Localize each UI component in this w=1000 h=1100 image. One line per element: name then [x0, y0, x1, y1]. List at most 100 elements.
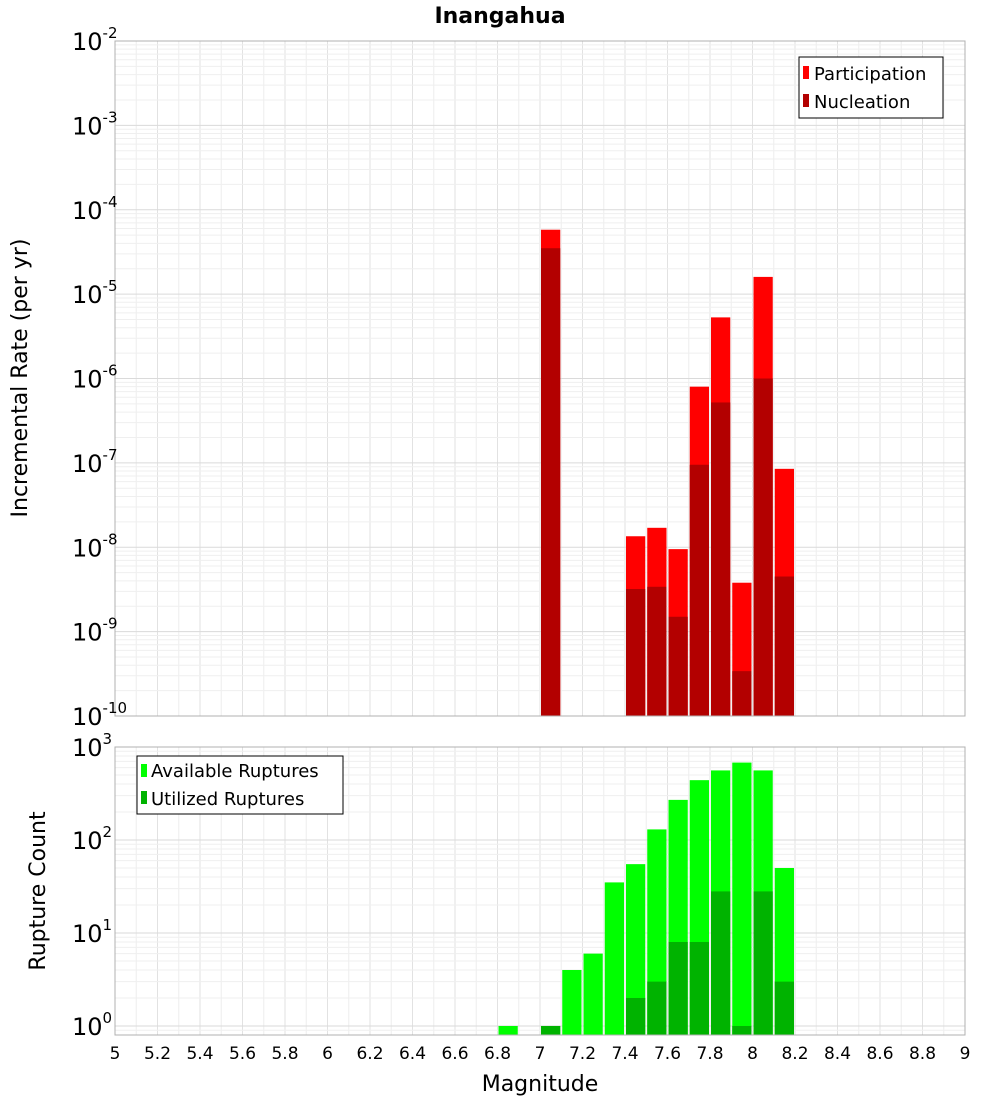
x-tick-label: 7.8 [696, 1044, 723, 1064]
count-bar-utilized-ruptures [774, 981, 794, 1035]
x-tick-label: 6.8 [484, 1044, 511, 1064]
participation-legend-label: Participation [814, 64, 926, 85]
x-tick-label: 7.6 [654, 1044, 681, 1064]
rate-y-tick-label: 10-5 [72, 277, 118, 309]
count-y-tick-exp: 2 [103, 823, 113, 841]
count-y-tick-base: 10 [72, 920, 103, 948]
count-bar-available-ruptures [498, 1025, 518, 1035]
count-y-tick-exp: 0 [103, 1009, 113, 1027]
rate-legend: Participation Nucleation [798, 56, 944, 119]
rate-y-tick-label: 10-8 [72, 530, 118, 562]
count-bar-available-ruptures [562, 969, 582, 1035]
count-y-axis-title: Rupture Count [26, 811, 51, 971]
rate-bar-nucleation [647, 586, 667, 716]
rate-y-tick-label: 10-9 [72, 615, 118, 647]
count-legend-box [136, 755, 344, 815]
available-legend-label: Available Ruptures [151, 761, 319, 782]
x-tick-label: 5.6 [229, 1044, 256, 1064]
x-tick-label: 5.8 [271, 1044, 298, 1064]
rate-bar-nucleation [689, 464, 709, 716]
rate-y-tick-base: 10 [72, 450, 103, 478]
count-bar-utilized-ruptures [668, 942, 688, 1035]
rate-bar-nucleation [541, 248, 561, 717]
utilized-legend-label: Utilized Ruptures [151, 789, 304, 810]
rate-y-tick-label: 10-3 [72, 108, 118, 140]
x-tick-label: 7 [535, 1044, 546, 1064]
rate-y-tick-exp: -6 [103, 362, 118, 380]
count-y-tick-label: 103 [72, 730, 112, 762]
rate-y-tick-label: 10-10 [72, 699, 127, 731]
rate-y-tick-exp: -7 [103, 446, 118, 464]
count-plot-border [114, 746, 966, 1036]
x-tick-label: 8.6 [866, 1044, 893, 1064]
count-y-tick-label: 100 [72, 1009, 112, 1041]
count-bar-utilized-ruptures [647, 981, 667, 1035]
x-tick-label: 6.4 [399, 1044, 426, 1064]
rate-bar-nucleation [668, 616, 688, 716]
rate-y-tick-base: 10 [72, 619, 103, 647]
rate-y-tick-exp: -8 [103, 530, 118, 548]
rate-y-tick-exp: -10 [103, 699, 128, 717]
x-tick-label: 5 [110, 1044, 121, 1064]
rate-y-tick-base: 10 [72, 366, 103, 394]
count-bars [498, 762, 794, 1035]
x-tick-label: 5.4 [186, 1044, 213, 1064]
rate-y-tick-base: 10 [72, 112, 103, 140]
x-tick-label: 8.2 [781, 1044, 808, 1064]
count-y-tick-label: 102 [72, 823, 112, 855]
x-tick-label: 5.2 [144, 1044, 171, 1064]
count-y-tick-base: 10 [72, 734, 103, 762]
count-y-tick-base: 10 [72, 1013, 103, 1041]
x-tick-label: 6 [322, 1044, 333, 1064]
rate-legend-box [798, 56, 944, 119]
rate-y-tick-base: 10 [72, 703, 103, 731]
count-bar-utilized-ruptures [732, 1025, 752, 1035]
x-ticks: 5 5.2 5.4 5.6 5.8 6 6.2 6.4 6.6 6.8 7 7.2 7.4 7.6 7.8 8… [110, 1044, 971, 1064]
rate-y-tick-exp: -2 [103, 24, 118, 42]
count-y-tick-label: 101 [72, 916, 112, 948]
rate-y-tick-exp: -3 [103, 108, 118, 126]
count-bar-utilized-ruptures [689, 942, 709, 1035]
rate-y-tick-exp: -9 [103, 615, 118, 633]
count-bar-available-ruptures [626, 864, 646, 1035]
rate-bar-nucleation [711, 402, 731, 716]
x-tick-label: 8.4 [824, 1044, 851, 1064]
count-y-tick-base: 10 [72, 827, 103, 855]
x-tick-label: 8.8 [909, 1044, 936, 1064]
count-bar-utilized-ruptures [541, 1025, 561, 1035]
x-tick-label: 7.4 [611, 1044, 638, 1064]
rate-bars [541, 229, 794, 717]
rate-y-axis-title: Incremental Rate (per yr) [8, 239, 33, 518]
rate-bar-nucleation [626, 589, 646, 716]
nucleation-legend-swatch [803, 94, 809, 107]
count-bar-available-ruptures [604, 882, 624, 1035]
x-tick-label: 6.2 [356, 1044, 383, 1064]
rate-y-tick-exp: -5 [103, 277, 118, 295]
chart-title: Inangahua [434, 4, 565, 29]
count-bar-utilized-ruptures [753, 891, 773, 1035]
count-bar-available-ruptures [583, 953, 603, 1035]
rate-y-tick-label: 10-2 [72, 24, 118, 56]
rate-plot-border [114, 40, 966, 717]
count-y-tick-exp: 1 [103, 916, 113, 934]
available-legend-swatch [141, 764, 147, 777]
rate-y-tick-exp: -4 [103, 193, 118, 211]
x-axis-title: Magnitude [482, 1072, 599, 1097]
rate-y-tick-base: 10 [72, 197, 103, 225]
count-bar-utilized-ruptures [711, 891, 731, 1035]
nucleation-legend-label: Nucleation [814, 92, 910, 113]
rate-y-tick-base: 10 [72, 28, 103, 56]
rate-grid [114, 40, 966, 717]
rate-y-tick-label: 10-6 [72, 362, 118, 394]
count-bar-utilized-ruptures [626, 997, 646, 1035]
participation-legend-swatch [803, 66, 809, 79]
rate-y-tick-base: 10 [72, 281, 103, 309]
x-tick-label: 6.6 [441, 1044, 468, 1064]
count-bar-available-ruptures [732, 762, 752, 1035]
x-tick-label: 7.2 [569, 1044, 596, 1064]
